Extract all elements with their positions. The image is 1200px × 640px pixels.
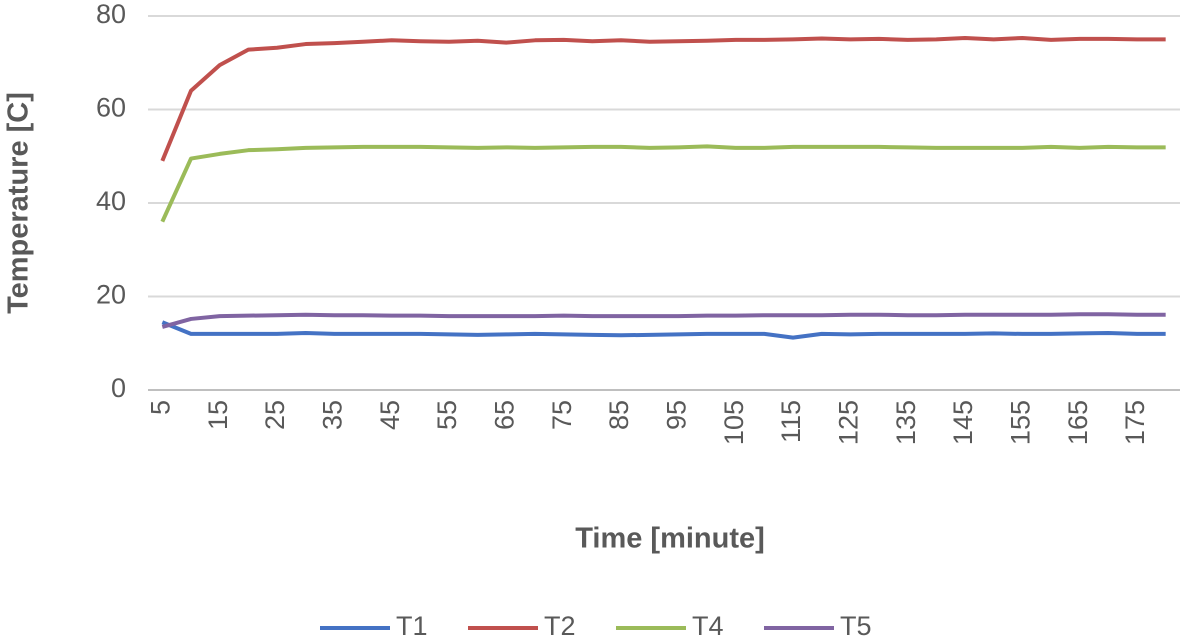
series-line xyxy=(160,144,1166,223)
x-tick-label: 145 xyxy=(948,400,978,445)
legend-label: T5 xyxy=(840,611,872,640)
x-tick-label: 5 xyxy=(145,400,175,415)
x-tick-label: 105 xyxy=(719,400,749,445)
x-tick-label: 65 xyxy=(489,400,519,430)
x-tick-label: 95 xyxy=(661,400,691,430)
y-axis-label: Temperature [C] xyxy=(3,92,35,314)
x-tick-label: 125 xyxy=(833,400,863,445)
x-axis-label: Time [minute] xyxy=(575,523,765,555)
series-line xyxy=(160,35,1166,162)
y-tick-label: 0 xyxy=(111,373,126,403)
y-tick-label: 40 xyxy=(96,186,126,216)
x-tick-label: 55 xyxy=(432,400,462,430)
x-tick-label: 165 xyxy=(1063,400,1093,445)
series-line xyxy=(161,312,1166,329)
x-tick-label: 35 xyxy=(317,400,347,430)
x-tick-label: 25 xyxy=(260,400,290,430)
x-tick-label: 175 xyxy=(1120,400,1150,445)
legend-label: T2 xyxy=(544,611,576,640)
x-tick-label: 135 xyxy=(891,400,921,445)
legend-label: T1 xyxy=(396,611,428,640)
x-tick-label: 15 xyxy=(203,400,233,430)
x-tick-label: 45 xyxy=(375,400,405,430)
y-tick-label: 20 xyxy=(96,280,126,310)
x-tick-label: 75 xyxy=(547,400,577,430)
series-line xyxy=(161,320,1166,340)
x-tick-label: 85 xyxy=(604,400,634,430)
y-tick-label: 60 xyxy=(96,93,126,123)
legend-label: T4 xyxy=(692,611,724,640)
y-tick-label: 80 xyxy=(96,0,126,29)
x-tick-label: 115 xyxy=(776,400,806,443)
x-tick-label: 155 xyxy=(1005,400,1035,445)
